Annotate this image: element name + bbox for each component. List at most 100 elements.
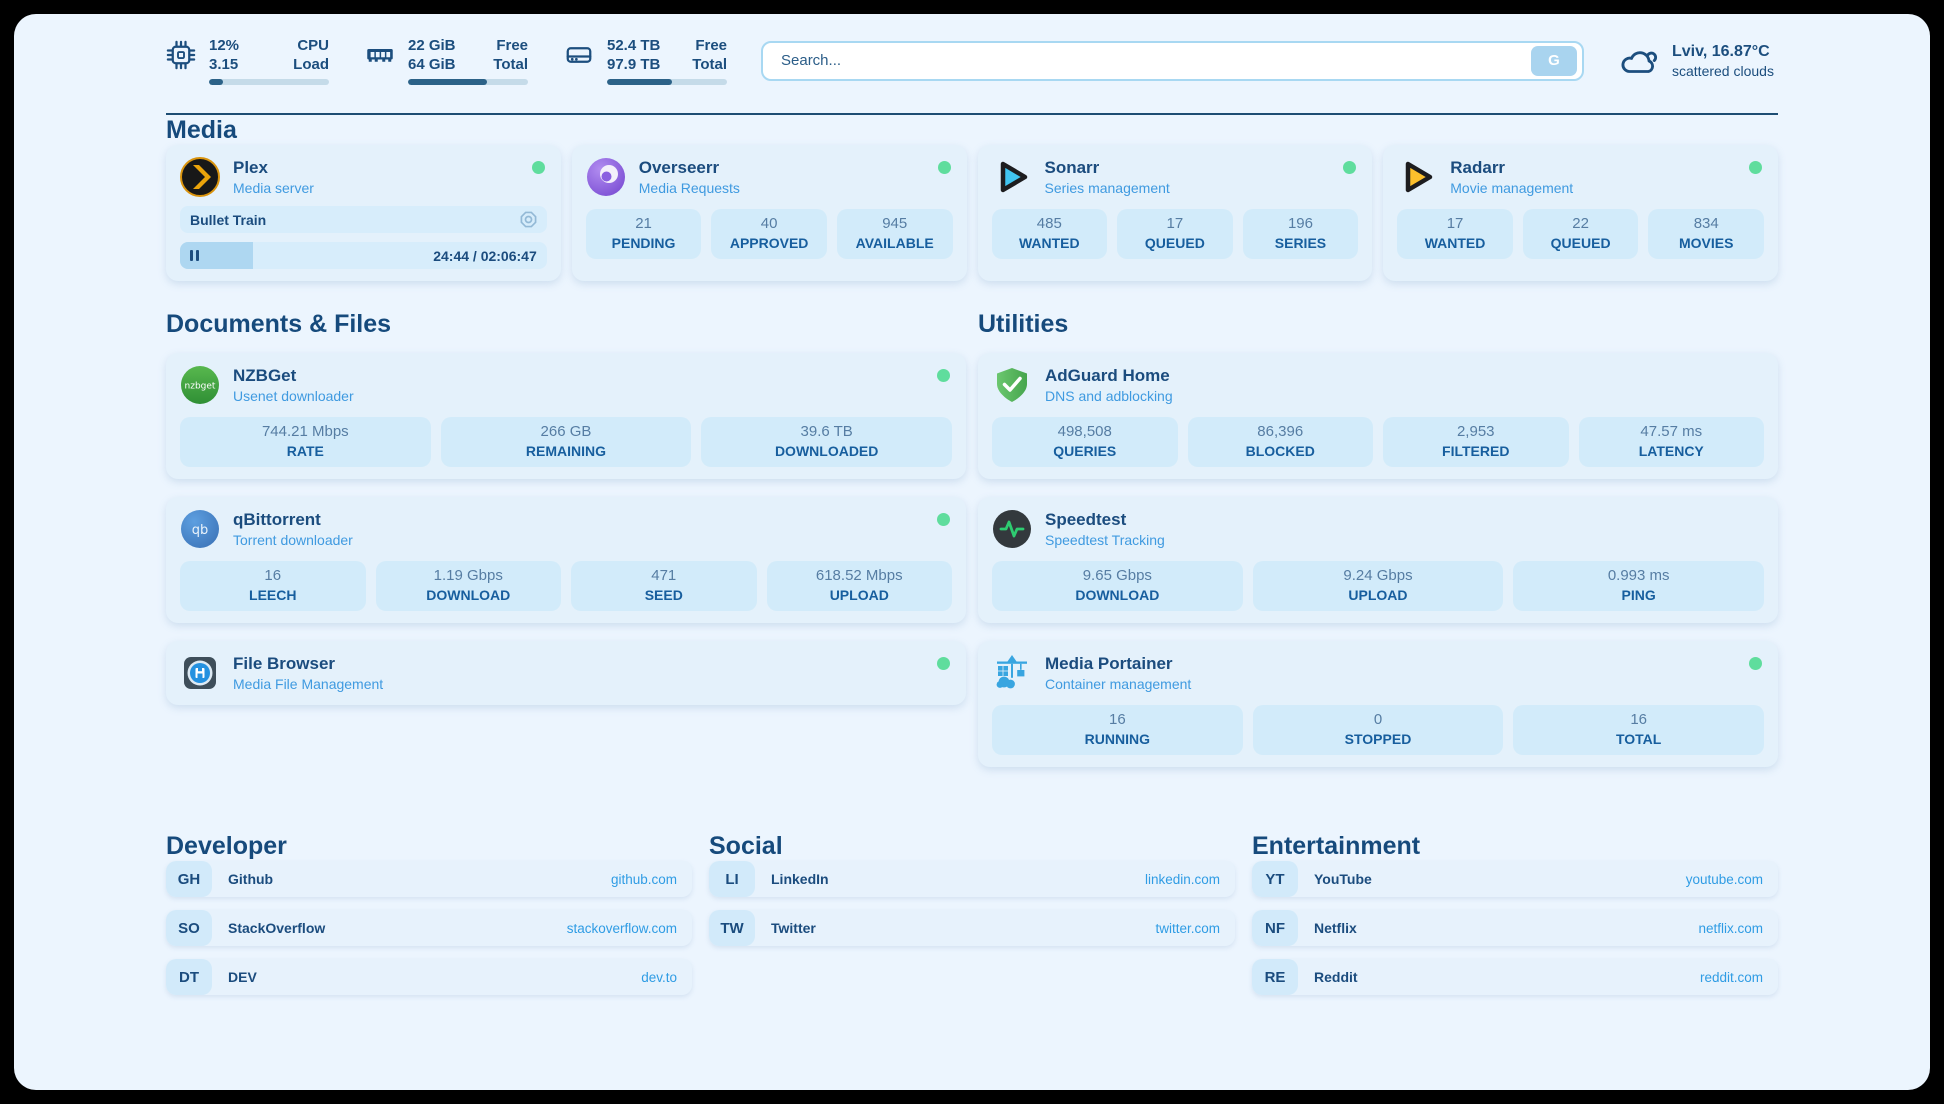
service-card-radarr[interactable]: Radarr Movie management 17 WANTED 22 QUE…: [1383, 145, 1778, 281]
stat-tile: 1.19 Gbps DOWNLOAD: [375, 561, 561, 611]
cpu-usage-label: CPU: [297, 37, 329, 54]
stat-tile: 16 RUNNING: [992, 705, 1243, 755]
filebrowser-icon: [184, 657, 216, 689]
service-card-speedtest[interactable]: Speedtest Speedtest Tracking 9.65 Gbps D…: [978, 497, 1778, 623]
bookmark-github[interactable]: GH Github github.com: [166, 861, 692, 897]
service-description: Media server: [233, 180, 314, 196]
media-cards-row: Plex Media server Bullet Train 24:44 / 0…: [166, 145, 1778, 281]
now-playing-title: Bullet Train: [190, 211, 267, 228]
stat-tile: 47.57 ms LATENCY: [1578, 417, 1764, 467]
stat-tile: 266 GB REMAINING: [440, 417, 692, 467]
section-header-entertainment: Entertainment: [1252, 832, 1421, 860]
pause-icon: [190, 250, 199, 261]
stat-tile: 471 SEED: [571, 561, 757, 611]
service-name: NZBGet: [233, 366, 297, 385]
bookmark-abbr: TW: [709, 910, 755, 946]
bookmark-url: twitter.com: [1155, 920, 1220, 936]
bookmark-url: dev.to: [641, 969, 677, 985]
bookmark-stackoverflow[interactable]: SO StackOverflow stackoverflow.com: [166, 910, 692, 946]
section-header-documents: Documents & Files: [166, 310, 392, 338]
bookmark-abbr: GH: [166, 861, 212, 897]
bookmark-twitter[interactable]: TW Twitter twitter.com: [709, 910, 1235, 946]
stat-tile: 39.6 TB DOWNLOADED: [701, 417, 952, 467]
section-header-developer: Developer: [166, 832, 287, 860]
bookmark-url: youtube.com: [1685, 871, 1763, 887]
dashboard-page: 12% 3.15 CPU Load: [14, 14, 1930, 1090]
stat-tile: 618.52 Mbps UPLOAD: [766, 561, 952, 611]
bookmark-name: DEV: [228, 969, 257, 985]
service-card-portainer[interactable]: Media Portainer Container management 16 …: [978, 641, 1778, 767]
stat-tile: 2,953 FILTERED: [1383, 417, 1569, 467]
disk-icon: [566, 47, 592, 63]
service-card-sonarr[interactable]: Sonarr Series management 485 WANTED 17 Q…: [977, 145, 1373, 281]
bookmark-reddit[interactable]: RE Reddit reddit.com: [1252, 959, 1778, 995]
memory-free-label: Free: [496, 37, 528, 54]
bookmark-url: github.com: [610, 871, 677, 887]
bookmark-url: netflix.com: [1698, 920, 1763, 936]
svg-text:nzbget: nzbget: [185, 382, 216, 392]
bookmark-url: stackoverflow.com: [566, 920, 677, 936]
cpu-usage-value: 12%: [209, 37, 240, 54]
service-card-filebrowser[interactable]: File Browser Media File Management: [166, 641, 966, 705]
status-dot: [937, 657, 950, 670]
stat-tile: 498,508 QUERIES: [992, 417, 1178, 467]
service-description: Movie management: [1450, 180, 1574, 196]
stat-tile: 86,396 BLOCKED: [1187, 417, 1373, 467]
memory-icon: [367, 49, 393, 62]
service-card-qbittorrent[interactable]: qb qBittorrent Torrent downloader 16 LEE…: [166, 497, 966, 623]
service-name: AdGuard Home: [1045, 366, 1170, 385]
bookmark-linkedin[interactable]: LI LinkedIn linkedin.com: [709, 861, 1235, 897]
stat-tile: 196 SERIES: [1242, 209, 1359, 259]
top-bar: 12% 3.15 CPU Load: [166, 36, 1778, 85]
now-playing-row: Bullet Train: [180, 206, 547, 233]
service-card-overseerr[interactable]: Overseerr Media Requests 21 PENDING 40 A…: [571, 145, 967, 281]
stat-tile: 485 WANTED: [991, 209, 1108, 259]
documents-column: nzbget NZBGet Usenet downloader 744.21 M…: [166, 353, 966, 767]
qbittorrent-icon: qb: [181, 510, 219, 548]
utilities-column: AdGuard Home DNS and adblocking 498,508 …: [978, 353, 1778, 767]
weather-condition: scattered clouds: [1672, 62, 1774, 79]
cpu-widget: 12% 3.15 CPU Load: [166, 36, 329, 85]
portainer-icon: [996, 655, 1027, 689]
cpu-progress-bar: [209, 79, 329, 85]
memory-free-value: 22 GiB: [408, 37, 456, 54]
service-description: DNS and adblocking: [1045, 388, 1173, 404]
stat-tile: 16 TOTAL: [1513, 705, 1764, 755]
disk-free-label: Free: [695, 37, 727, 54]
media-disc-icon: [520, 211, 537, 228]
radarr-icon: [1406, 161, 1433, 193]
section-header-utilities: Utilities: [978, 310, 1069, 338]
cpu-load-label: Load: [293, 56, 329, 73]
service-name: File Browser: [233, 654, 336, 673]
status-dot: [1749, 657, 1762, 670]
bookmark-dev[interactable]: DT DEV dev.to: [166, 959, 692, 995]
bookmark-abbr: DT: [166, 959, 212, 995]
service-name: Sonarr: [1044, 158, 1100, 177]
service-card-nzbget[interactable]: nzbget NZBGet Usenet downloader 744.21 M…: [166, 353, 966, 479]
status-dot: [937, 513, 950, 526]
bookmark-abbr: NF: [1252, 910, 1298, 946]
memory-total-value: 64 GiB: [408, 56, 456, 73]
status-dot: [531, 161, 545, 174]
bookmark-group-entertainment: Entertainment YT YouTube youtube.com NF …: [1252, 831, 1778, 995]
status-dot: [1343, 161, 1357, 174]
service-name: Overseerr: [638, 158, 720, 177]
service-card-adguard[interactable]: AdGuard Home DNS and adblocking 498,508 …: [978, 353, 1778, 479]
search-provider-button[interactable]: G: [1531, 45, 1577, 76]
weather-widget: Lviv, 16.87°C scattered clouds: [1618, 41, 1778, 81]
bookmark-youtube[interactable]: YT YouTube youtube.com: [1252, 861, 1778, 897]
playback-time: 24:44 / 02:06:47: [433, 247, 537, 264]
bookmark-netflix[interactable]: NF Netflix netflix.com: [1252, 910, 1778, 946]
status-dot: [937, 161, 951, 174]
service-name: Media Portainer: [1045, 654, 1173, 673]
stat-tile: 834 MOVIES: [1648, 209, 1764, 259]
memory-widget: 22 GiB 64 GiB Free Total: [365, 36, 528, 85]
bookmark-name: StackOverflow: [228, 920, 326, 936]
stat-tile: 9.24 Gbps UPLOAD: [1252, 561, 1504, 611]
search-input[interactable]: [779, 51, 1531, 70]
section-header-social: Social: [709, 832, 783, 860]
bookmark-abbr: YT: [1252, 861, 1298, 897]
service-card-plex[interactable]: Plex Media server Bullet Train 24:44 / 0…: [166, 145, 561, 281]
weather-location: Lviv, 16.87°C: [1672, 42, 1770, 60]
service-description: Torrent downloader: [233, 532, 353, 548]
